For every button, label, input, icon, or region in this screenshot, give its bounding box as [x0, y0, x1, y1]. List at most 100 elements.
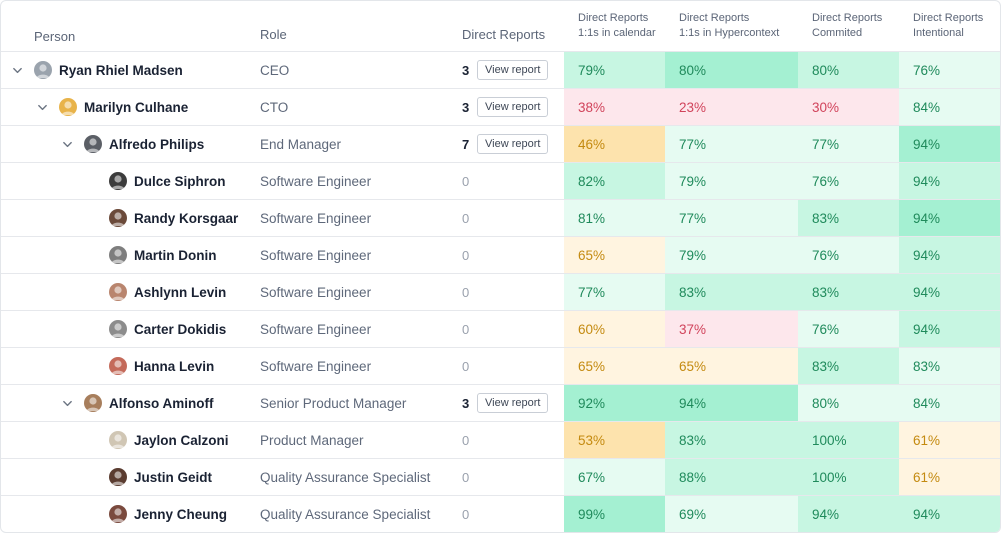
- metric-cell-m3: 100%: [798, 459, 899, 495]
- metric-cell-m3: 76%: [798, 163, 899, 199]
- table-row[interactable]: Jaylon Calzoni Product Manager 0 53% 83% 100%…: [1, 421, 1000, 458]
- chevron-down-icon[interactable]: [61, 397, 73, 409]
- person-cell: Alfonso Aminoff: [1, 385, 249, 421]
- person-name[interactable]: Ashlynn Levin: [134, 284, 227, 300]
- metric-cell-m1: 46%: [564, 126, 665, 162]
- chevron-down-icon[interactable]: [11, 64, 23, 76]
- table-row[interactable]: Ryan Rhiel Madsen CEO 3 View report 79% 80% 80…: [1, 51, 1000, 88]
- role-cell: Software Engineer: [260, 200, 460, 236]
- metric-cell-m1: 79%: [564, 52, 665, 88]
- metric-cell-m4: 84%: [899, 89, 1000, 125]
- role-cell: Product Manager: [260, 422, 460, 458]
- metric-cell-m4: 94%: [899, 126, 1000, 162]
- chevron-down-icon[interactable]: [36, 101, 48, 113]
- view-report-button[interactable]: View report: [477, 393, 549, 413]
- reports-count: 0: [462, 506, 470, 522]
- metric-cell-m1: 60%: [564, 311, 665, 347]
- avatar: [109, 431, 127, 449]
- metric-cell-m4: 94%: [899, 237, 1000, 273]
- metric-cell-m1: 81%: [564, 200, 665, 236]
- header-metric-calendar[interactable]: Direct Reports 1:1s in calendar: [578, 12, 656, 39]
- person-name[interactable]: Randy Korsgaar: [134, 210, 239, 226]
- person-name[interactable]: Hanna Levin: [134, 358, 215, 374]
- avatar: [59, 98, 77, 116]
- table-row[interactable]: Marilyn Culhane CTO 3 View report 38% 23% 30% 8…: [1, 88, 1000, 125]
- table-row[interactable]: Ashlynn Levin Software Engineer 0 77% 83% 83%…: [1, 273, 1000, 310]
- person-name[interactable]: Alfredo Philips: [109, 136, 205, 152]
- table-row[interactable]: Martin Donin Software Engineer 0 65% 79% 76% 9…: [1, 236, 1000, 273]
- reports-cell: 0: [462, 274, 564, 310]
- role-cell: CTO: [260, 89, 460, 125]
- role-text: Software Engineer: [260, 247, 372, 263]
- metric-cell-m4: 94%: [899, 163, 1000, 199]
- person-name[interactable]: Jaylon Calzoni: [134, 432, 229, 448]
- header-direct-reports[interactable]: Direct Reports: [462, 26, 546, 42]
- view-report-button[interactable]: View report: [477, 60, 549, 80]
- avatar: [109, 172, 127, 190]
- role-text: CEO: [260, 62, 290, 78]
- role-cell: Software Engineer: [260, 163, 460, 199]
- person-cell: Jenny Cheung: [1, 496, 249, 532]
- view-report-button[interactable]: View report: [477, 97, 549, 117]
- person-cell: Randy Korsgaar: [1, 200, 249, 236]
- person-cell: Jaylon Calzoni: [1, 422, 249, 458]
- avatar: [34, 61, 52, 79]
- header-person[interactable]: Person: [34, 28, 76, 44]
- table-row[interactable]: Dulce Siphron Software Engineer 0 82% 79% 76%…: [1, 162, 1000, 199]
- table-row[interactable]: Alfredo Philips End Manager 7 View report 46…: [1, 125, 1000, 162]
- person-name[interactable]: Dulce Siphron: [134, 173, 226, 189]
- metric-cell-m2: 65%: [665, 348, 798, 384]
- table-row[interactable]: Randy Korsgaar Software Engineer 0 81% 77% 83…: [1, 199, 1000, 236]
- person-name[interactable]: Justin Geidt: [134, 469, 213, 485]
- metric-cell-m1: 53%: [564, 422, 665, 458]
- person-name[interactable]: Carter Dokidis: [134, 321, 227, 337]
- role-text: Software Engineer: [260, 358, 372, 374]
- table-row[interactable]: Jenny Cheung Quality Assurance Specialist…: [1, 495, 1000, 532]
- reports-count: 3: [462, 395, 470, 411]
- person-cell: Ryan Rhiel Madsen: [1, 52, 249, 88]
- reports-count: 0: [462, 321, 470, 337]
- reports-count: 3: [462, 62, 470, 78]
- reports-count: 0: [462, 247, 470, 263]
- person-name[interactable]: Ryan Rhiel Madsen: [59, 62, 183, 78]
- metric-cell-m1: 65%: [564, 237, 665, 273]
- person-name[interactable]: Alfonso Aminoff: [109, 395, 214, 411]
- header-metric-hypercontext[interactable]: Direct Reports 1:1s in Hypercontext: [679, 12, 780, 39]
- role-text: Product Manager: [260, 432, 364, 448]
- role-cell: Quality Assurance Specialist: [260, 496, 460, 532]
- person-name[interactable]: Jenny Cheung: [134, 506, 228, 522]
- metric-cell-m2: 88%: [665, 459, 798, 495]
- metric-cell-m4: 94%: [899, 311, 1000, 347]
- view-report-button[interactable]: View report: [477, 134, 549, 154]
- role-text: Software Engineer: [260, 284, 372, 300]
- person-cell: Martin Donin: [1, 237, 249, 273]
- person-name[interactable]: Martin Donin: [134, 247, 217, 263]
- metric-cell-m2: 69%: [665, 496, 798, 532]
- metric-cell-m4: 76%: [899, 52, 1000, 88]
- reports-count: 0: [462, 284, 470, 300]
- header-metric-commited[interactable]: Direct Reports Commited: [812, 12, 883, 39]
- avatar: [109, 357, 127, 375]
- metric-cell-m3: 76%: [798, 311, 899, 347]
- table-row[interactable]: Alfonso Aminoff Senior Product Manager 3 Vi…: [1, 384, 1000, 421]
- reports-count: 0: [462, 432, 470, 448]
- reports-cell: 7 View report: [462, 126, 564, 162]
- metric-cell-m2: 80%: [665, 52, 798, 88]
- metric-cell-m3: 83%: [798, 274, 899, 310]
- role-cell: Software Engineer: [260, 348, 460, 384]
- role-cell: End Manager: [260, 126, 460, 162]
- metric-cell-m1: 92%: [564, 385, 665, 421]
- table-row[interactable]: Carter Dokidis Software Engineer 0 60% 37% 76…: [1, 310, 1000, 347]
- metric-cell-m2: 83%: [665, 274, 798, 310]
- person-name[interactable]: Marilyn Culhane: [84, 99, 189, 115]
- metric-cell-m4: 84%: [899, 385, 1000, 421]
- header-role[interactable]: Role: [260, 26, 287, 42]
- header-metric-intentional[interactable]: Direct Reports Intentional: [913, 12, 984, 39]
- reports-count: 7: [462, 136, 470, 152]
- metric-cell-m1: 99%: [564, 496, 665, 532]
- table-row[interactable]: Hanna Levin Software Engineer 0 65% 65% 83% 83…: [1, 347, 1000, 384]
- reports-cell: 0: [462, 422, 564, 458]
- chevron-down-icon[interactable]: [61, 138, 73, 150]
- table-row[interactable]: Justin Geidt Quality Assurance Specialist…: [1, 458, 1000, 495]
